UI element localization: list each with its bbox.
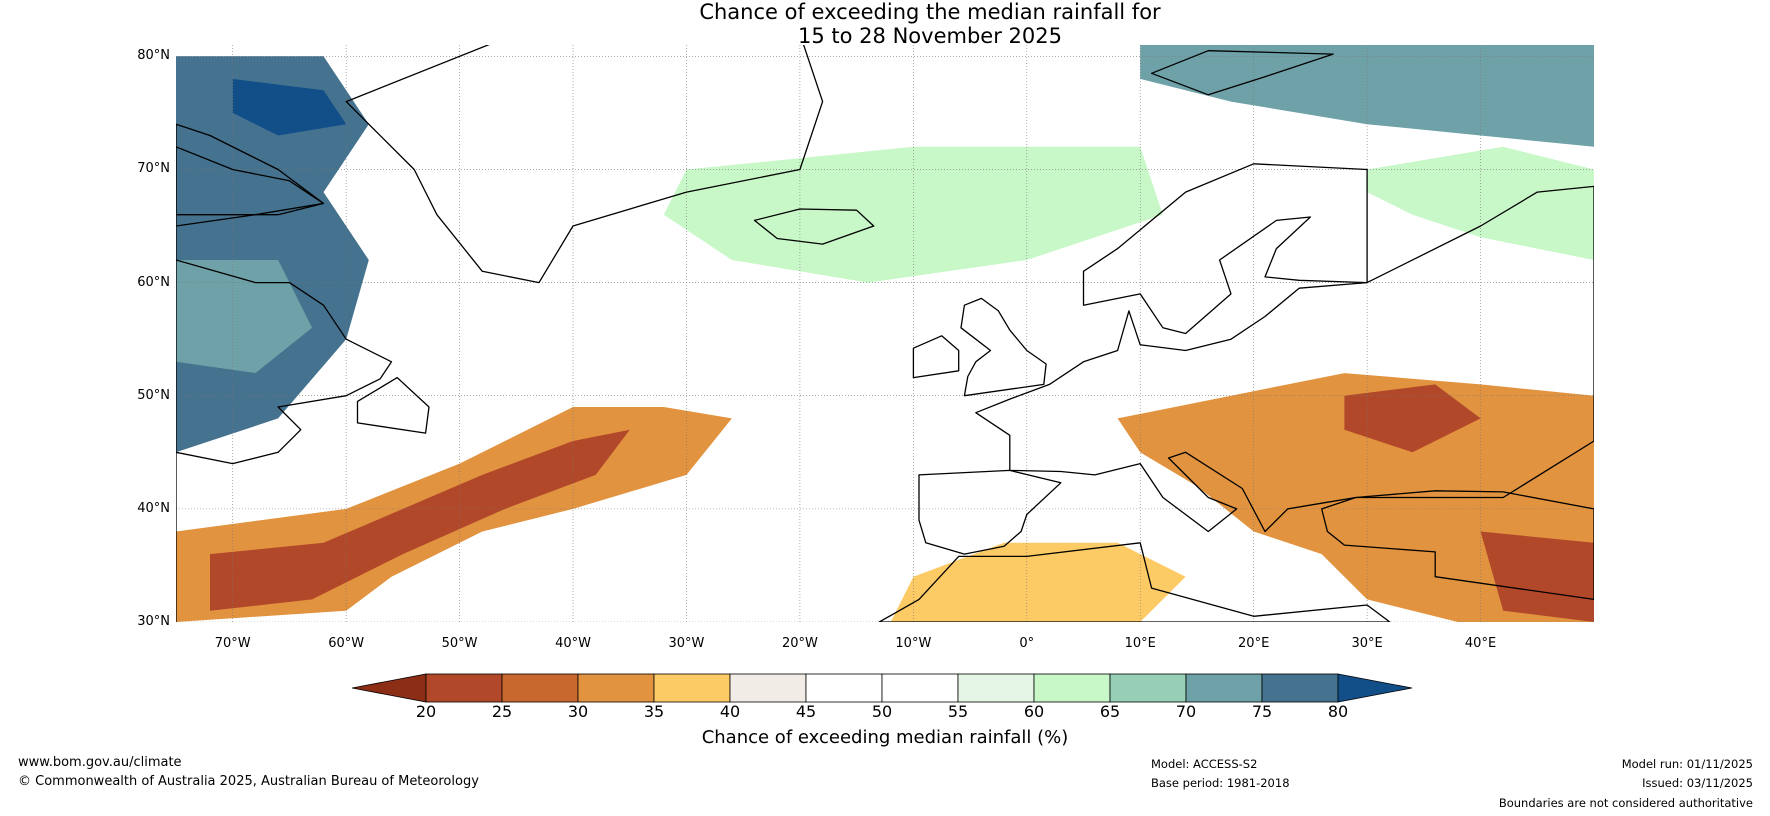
anomaly-region <box>210 429 630 611</box>
colorbar-segment <box>1033 673 1111 703</box>
boundaries-note: Boundaries are not considered authoritat… <box>1498 796 1753 810</box>
title-line-1: Chance of exceeding the median rainfall … <box>699 0 1161 24</box>
lon-tick-label: 60°W <box>328 636 365 651</box>
model-run-date: Model run: 01/11/2025 <box>1621 757 1753 771</box>
issued-date: Issued: 03/11/2025 <box>1642 776 1753 790</box>
rainfall-map <box>176 45 1594 622</box>
coastline <box>918 469 1062 555</box>
lon-tick-label: 30°W <box>668 636 705 651</box>
coastline <box>912 335 960 379</box>
colorbar-tick-label: 55 <box>947 702 969 721</box>
lon-tick-label: 10°E <box>1124 636 1156 651</box>
lon-tick-label: 40°E <box>1464 636 1497 651</box>
colorbar-tick-label: 45 <box>795 702 817 721</box>
colorbar-tick-label: 25 <box>491 702 513 721</box>
anomaly-region <box>1344 384 1481 453</box>
lat-tick-label: 80°N <box>137 48 170 64</box>
title-line-2: 15 to 28 November 2025 <box>798 24 1062 48</box>
anomaly-region <box>232 78 347 136</box>
colorbar-segment <box>1109 673 1187 703</box>
colorbar-tick-label: 30 <box>567 702 589 721</box>
anomaly-region <box>663 146 1163 283</box>
coastline <box>960 297 1047 397</box>
coastline <box>176 146 393 622</box>
base-period: Base period: 1981-2018 <box>1151 776 1290 790</box>
coastline <box>1082 163 1368 335</box>
lon-tick-label: 50°W <box>441 636 478 651</box>
colorbar-segment <box>881 673 959 703</box>
anomaly-region <box>1367 146 1594 260</box>
colorbar-tick-label: 70 <box>1175 702 1197 721</box>
lat-tick-label: 60°N <box>137 274 170 290</box>
colorbar-tick-label: 80 <box>1327 702 1349 721</box>
lon-tick-label: 30°E <box>1351 636 1383 651</box>
colorbar-tick-label: 60 <box>1023 702 1045 721</box>
lat-tick-label: 30°N <box>137 614 170 629</box>
anomaly-region <box>1140 45 1594 147</box>
colorbar-tick-label: 35 <box>643 702 665 721</box>
colorbar-segment <box>1261 673 1339 703</box>
colorbar-label: Chance of exceeding median rainfall (%) <box>701 727 1069 748</box>
coastline <box>975 185 1594 533</box>
lat-tick-label: 40°N <box>137 500 170 516</box>
anomaly-region <box>890 542 1186 622</box>
coastline <box>345 45 824 284</box>
colorbar-segment <box>805 673 883 703</box>
colorbar-tick-label: 20 <box>415 702 437 721</box>
coastline <box>356 376 430 434</box>
colorbar-segment <box>957 673 1035 703</box>
colorbar-segment <box>653 673 731 703</box>
colorbar-tick-label: 75 <box>1251 702 1273 721</box>
coastline <box>878 542 1391 622</box>
colorbar-tick-label: 40 <box>719 702 741 721</box>
colorbar-extend-high <box>1337 673 1413 703</box>
copyright-text: © Commonwealth of Australia 2025, Austra… <box>18 774 479 789</box>
colorbar-segment <box>1185 673 1263 703</box>
lon-tick-label: 20°W <box>781 636 818 651</box>
lon-tick-label: 0° <box>1019 636 1035 651</box>
lon-tick-label: 70°W <box>214 636 251 651</box>
lat-tick-label: 50°N <box>137 387 170 403</box>
anomaly-region <box>176 260 313 374</box>
colorbar-tick-label: 65 <box>1099 702 1121 721</box>
colorbar-extend-low <box>352 673 427 703</box>
colorbar-segment <box>577 673 655 703</box>
colorbar-segment <box>425 673 503 703</box>
coastline <box>176 123 325 216</box>
lat-tick-label: 70°N <box>137 161 170 177</box>
colorbar-segment <box>729 673 807 703</box>
lon-tick-label: 10°W <box>895 636 932 651</box>
colorbar-tick-label: 50 <box>871 702 893 721</box>
website-link[interactable]: www.bom.gov.au/climate <box>18 755 182 770</box>
lon-tick-label: 20°E <box>1238 636 1270 651</box>
coastline <box>1321 490 1594 601</box>
lon-tick-label: 40°W <box>555 636 591 651</box>
chart-title: Chance of exceeding the median rainfall … <box>0 0 1770 48</box>
coastline <box>1150 50 1334 96</box>
colorbar-segment <box>501 673 579 703</box>
coastline <box>753 208 875 245</box>
anomaly-region <box>1480 531 1594 622</box>
model-name: Model: ACCESS-S2 <box>1151 757 1258 771</box>
map-panel <box>176 45 1594 622</box>
colorbar <box>352 673 1413 703</box>
